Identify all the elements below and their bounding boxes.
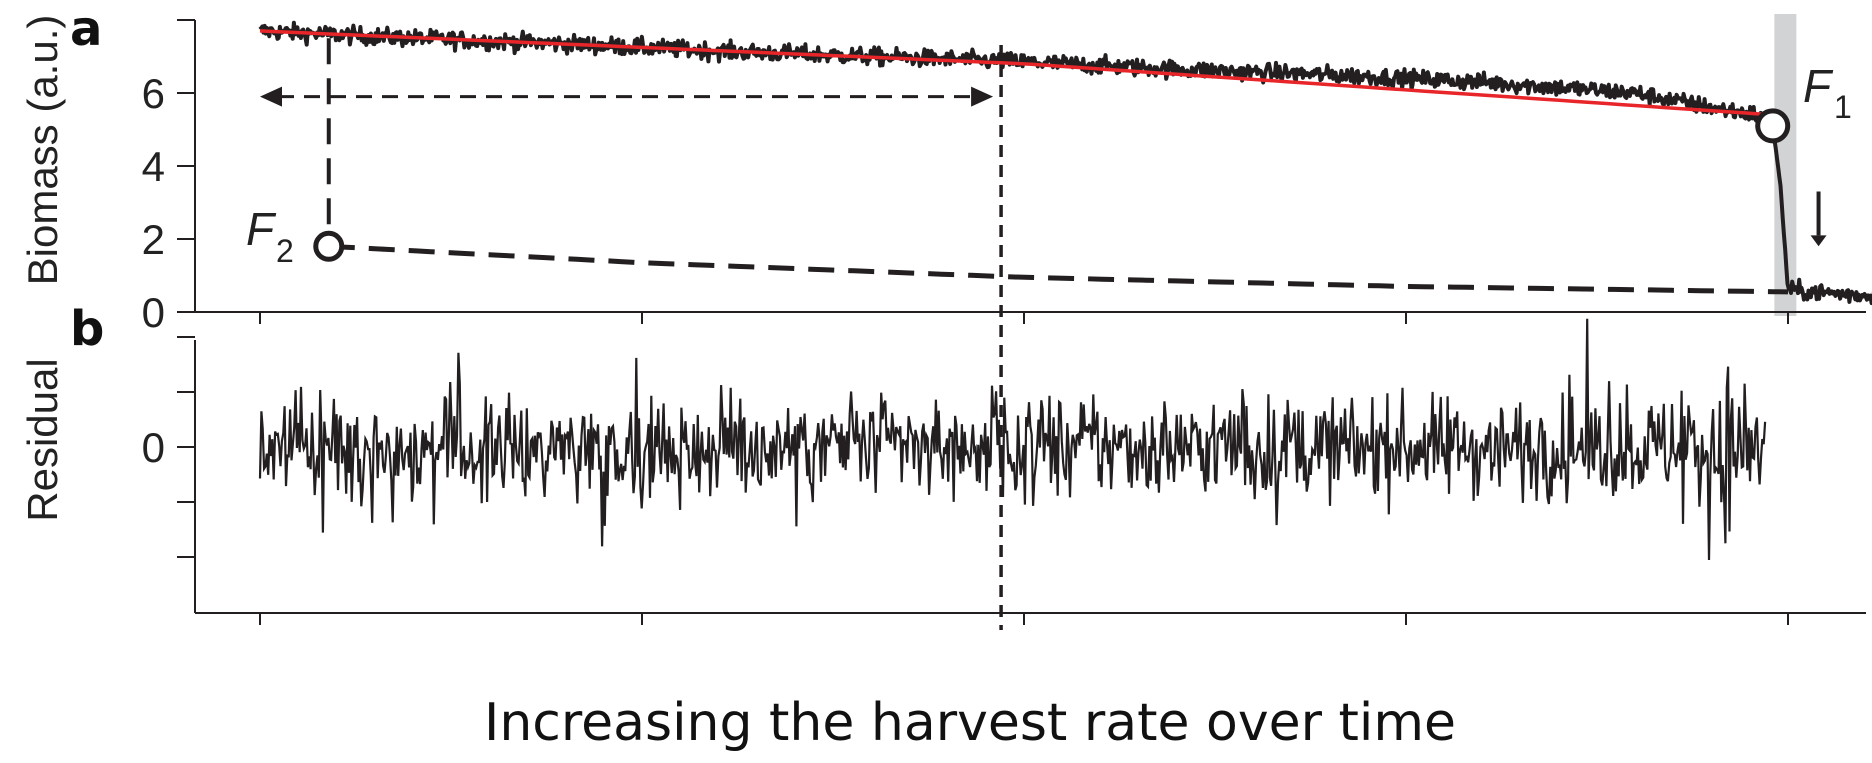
- f2-subscript: 2: [276, 233, 294, 269]
- biomass-axis-label: Biomass (a.u.): [19, 15, 66, 286]
- f1-letter: F: [1803, 60, 1834, 112]
- f2-letter: F: [246, 203, 277, 255]
- arrow-head-left: [260, 86, 282, 107]
- collapse-shaded-band: [1774, 14, 1797, 316]
- biomass-series-line: [258, 20, 1872, 306]
- collapse-down-arrow-head: [1810, 235, 1827, 247]
- f2-label: F 2: [246, 203, 294, 269]
- residual-y-tick-label: 0: [142, 424, 165, 471]
- arrow-head-right: [971, 86, 994, 107]
- biomass-fit-line: [259, 29, 1773, 117]
- panel-a-label: a: [70, 1, 102, 57]
- f1-subscript: 1: [1834, 89, 1852, 125]
- residual-series-line: [258, 318, 1767, 561]
- residual-axis-label: Residual: [19, 358, 66, 521]
- unstable-branch-dashed-line: [328, 243, 1789, 295]
- biomass-y-tick-label: 6: [142, 70, 165, 117]
- f1-label: F 1: [1803, 60, 1852, 125]
- biomass-y-tick-label: 2: [142, 216, 165, 263]
- panel-b-label: b: [70, 301, 104, 357]
- biomass-y-tick-label: 4: [142, 143, 165, 190]
- x-axis-label: Increasing the harvest rate over time: [484, 693, 1456, 753]
- f2-point: [313, 230, 345, 262]
- biomass-y-tick-label: 0: [142, 289, 165, 336]
- f1-point: [1755, 108, 1791, 144]
